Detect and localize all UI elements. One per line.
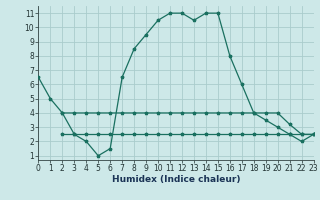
X-axis label: Humidex (Indice chaleur): Humidex (Indice chaleur): [112, 175, 240, 184]
